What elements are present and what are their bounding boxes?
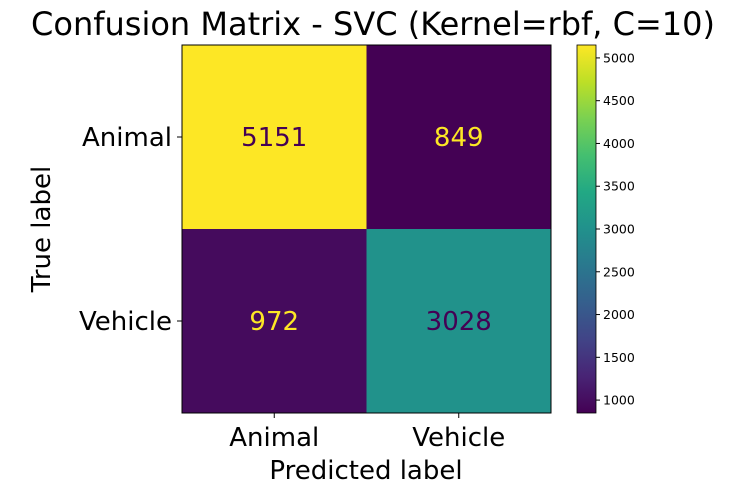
x-tick-label: Animal <box>229 423 319 453</box>
matrix-cell <box>182 45 367 230</box>
y-tick-label: Vehicle <box>79 307 172 337</box>
matrix-cell <box>182 229 367 414</box>
colorbar-tick-label: 4500 <box>603 93 635 108</box>
x-tick-label: Vehicle <box>412 423 505 453</box>
colorbar-tick-label: 3000 <box>603 222 635 237</box>
matrix-cell-labels: 5151 849 972 3028 <box>241 123 492 337</box>
colorbar-tick-label: 4000 <box>603 136 635 151</box>
plot-frame <box>181 44 552 414</box>
colorbar-tick-label: 1500 <box>603 350 635 365</box>
y-axis-ticks: Animal Vehicle <box>79 123 182 337</box>
colorbar <box>576 44 597 414</box>
x-axis-ticks: Animal Vehicle <box>229 413 505 453</box>
matrix-cells <box>182 45 552 414</box>
x-axis-label: Predicted label <box>269 456 462 486</box>
cell-value-label: 5151 <box>241 123 307 153</box>
colorbar-tick-label: 2000 <box>603 307 635 322</box>
colorbar-ticks: 1000 1500 2000 2500 3000 3500 4000 4500 5000 <box>596 50 635 408</box>
matrix-cell <box>366 229 552 414</box>
chart-title: Confusion Matrix - SVC (Kernel=rbf, C=10… <box>31 5 715 43</box>
cell-value-label: 849 <box>434 123 484 153</box>
colorbar-tick-label: 3500 <box>603 179 635 194</box>
colorbar-tick-label: 1000 <box>603 393 635 408</box>
y-tick-label: Animal <box>82 123 172 153</box>
cell-value-label: 3028 <box>426 307 492 337</box>
matrix-cell <box>366 45 552 230</box>
colorbar-tick-label: 5000 <box>603 50 635 65</box>
colorbar-tick-label: 2500 <box>603 264 635 279</box>
y-axis-label: True label <box>27 166 57 293</box>
cell-value-label: 972 <box>249 307 299 337</box>
